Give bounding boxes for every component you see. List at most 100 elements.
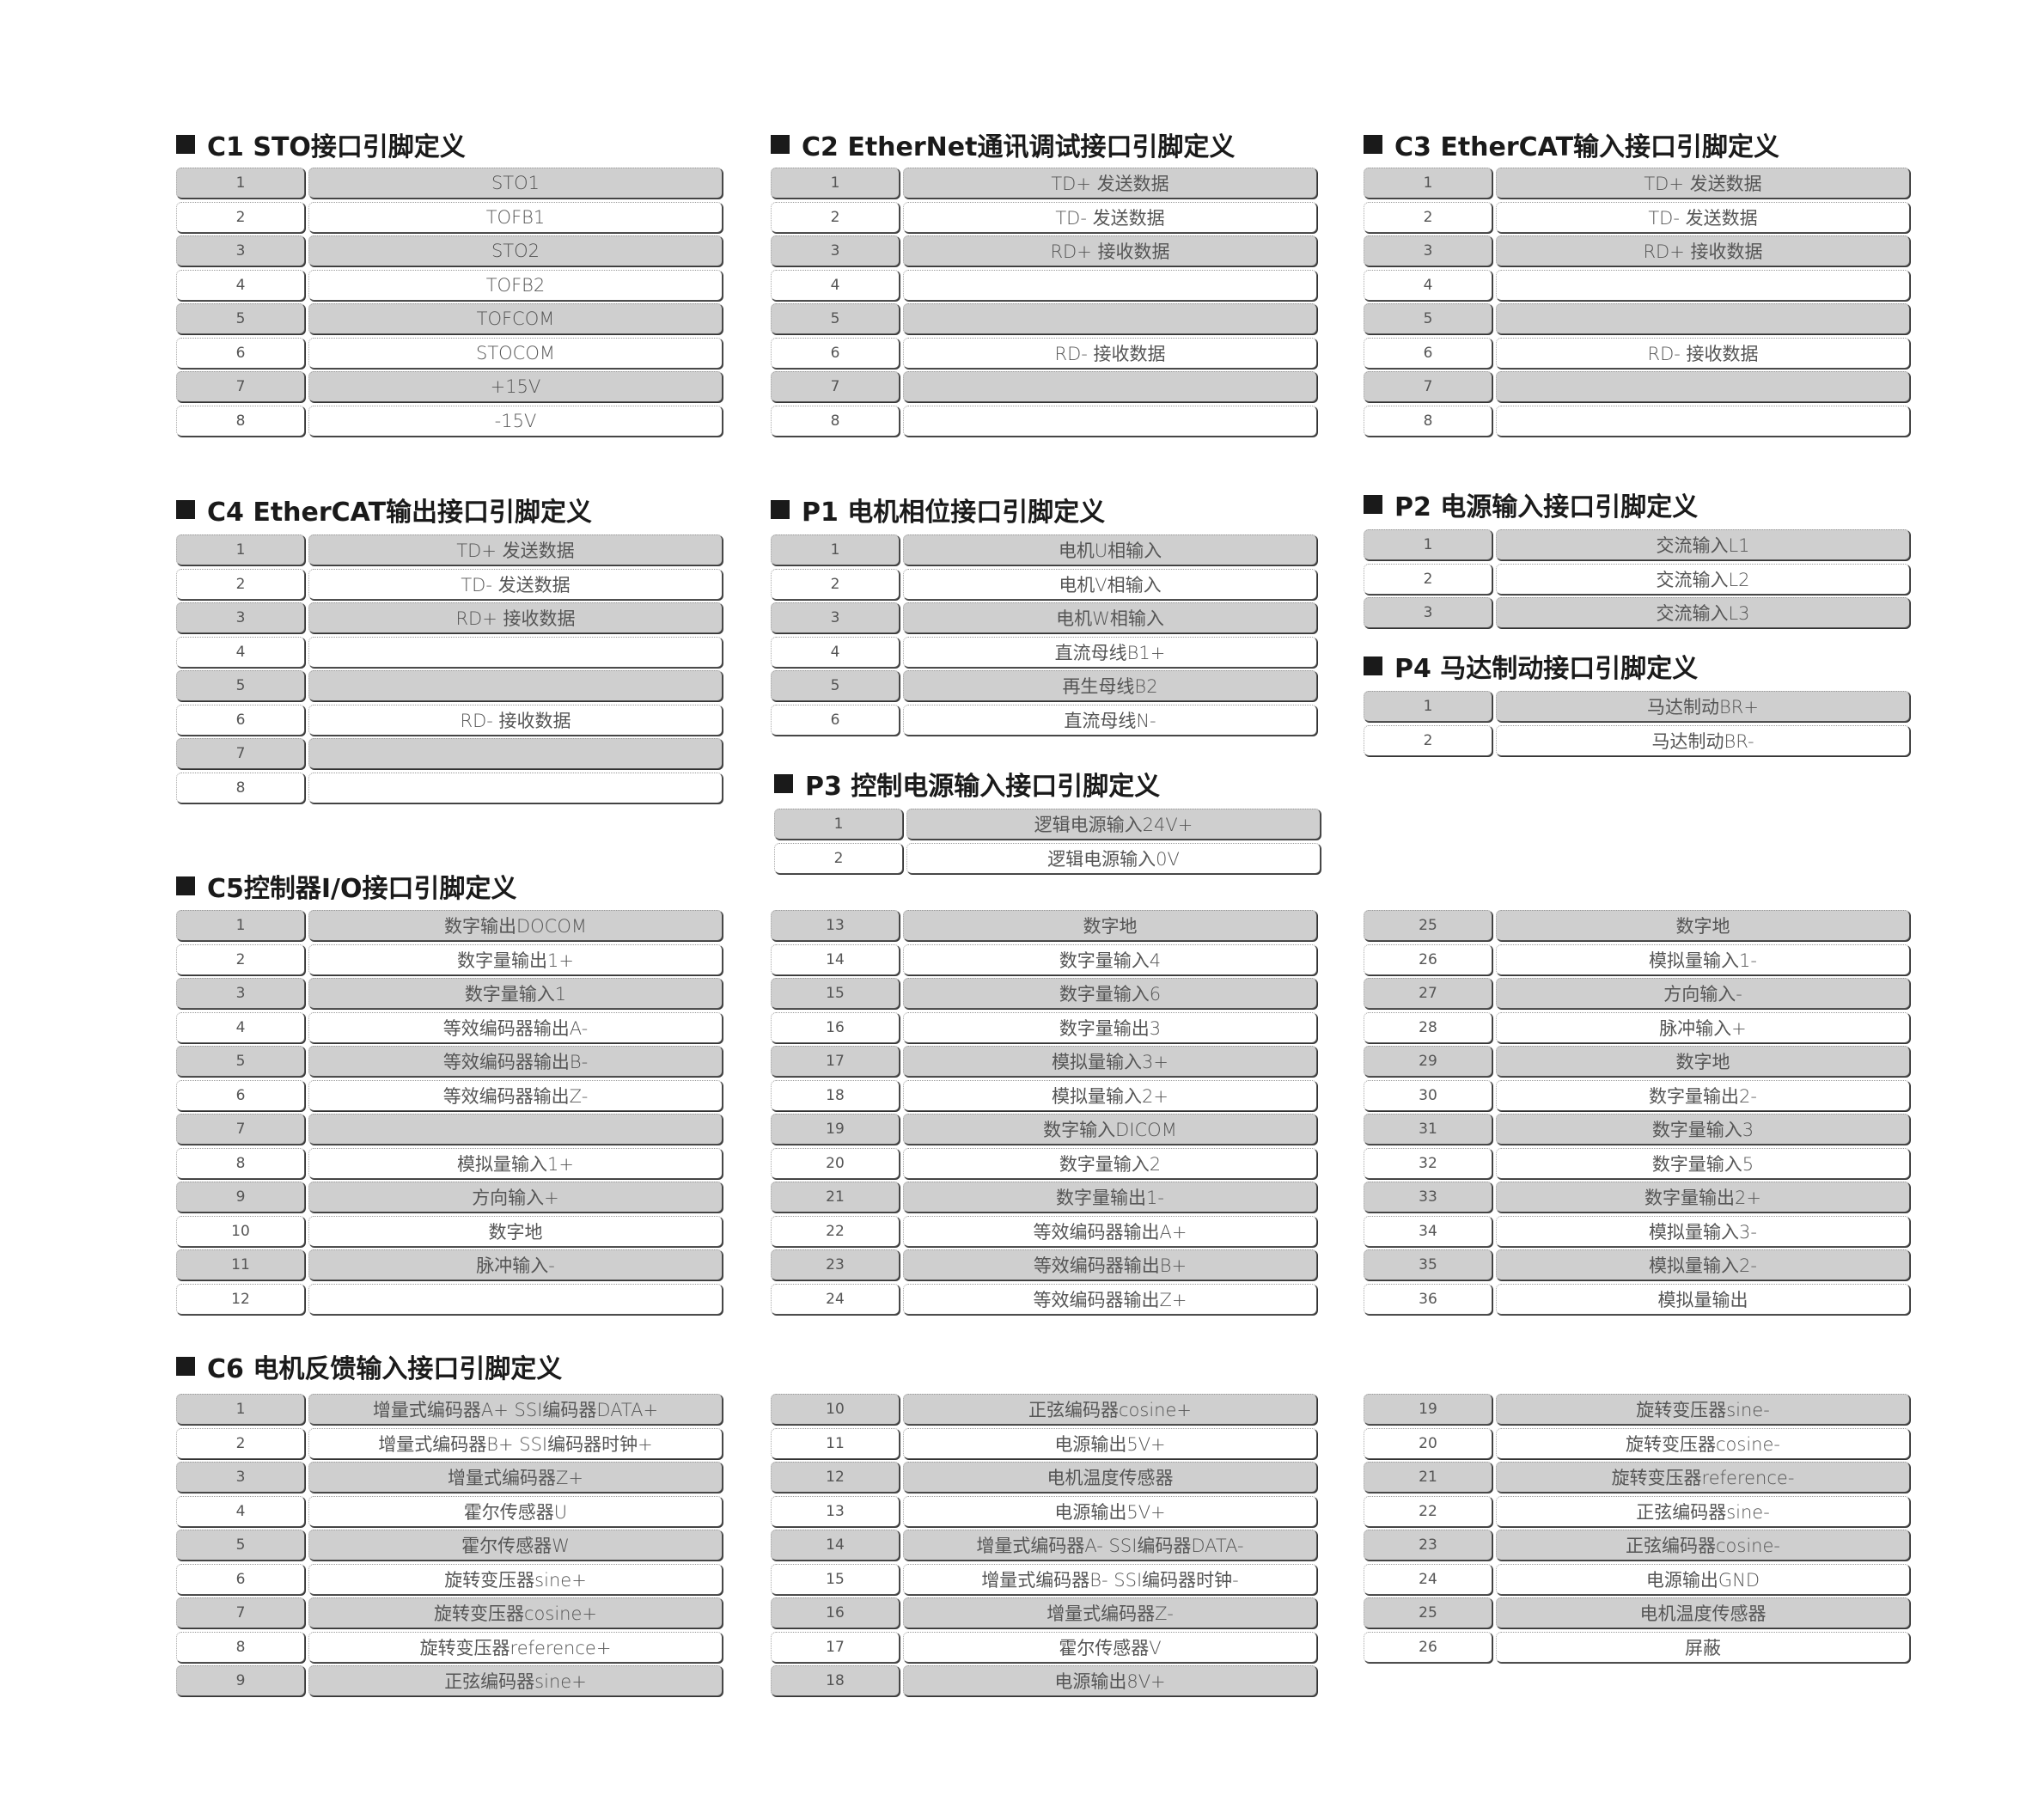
pin-number: 1 <box>176 168 305 198</box>
pin-definition: 再生母线B2 <box>903 670 1317 701</box>
pin-definition: 数字输出DOCOM <box>308 910 723 941</box>
pin-definition: 数字输入DICOM <box>903 1114 1317 1145</box>
pin-definition: 数字地 <box>308 1215 723 1247</box>
pin-number: 23 <box>771 1249 900 1280</box>
table-row: 3 增量式编码器Z+ <box>176 1462 723 1493</box>
pin-definition: 旋转变压器sine- <box>1496 1394 1910 1425</box>
table-row: 7 <box>771 371 1317 402</box>
table-row: 2 数字量输出1+ <box>176 944 723 975</box>
pin-definition <box>308 772 723 803</box>
table-row: 12 电机温度传感器 <box>771 1462 1317 1493</box>
pin-number: 1 <box>774 809 903 840</box>
title-text: C3 EtherCAT输入接口引脚定义 <box>1394 132 1780 162</box>
title-text: C2 EtherNet通讯调试接口引脚定义 <box>802 132 1236 162</box>
pin-definition: 等效编码器输出A- <box>308 1011 723 1043</box>
pin-number: 5 <box>176 1046 305 1077</box>
table-row: 13 电源输出5V+ <box>771 1495 1317 1527</box>
pin-number: 4 <box>771 269 900 301</box>
pin-definition: 马达制动BR+ <box>1496 691 1910 722</box>
pin-number: 2 <box>176 944 305 975</box>
pin-number: 2 <box>1364 201 1492 233</box>
table-row: 3 RD+ 接收数据 <box>1364 235 1910 266</box>
table-row: 7 旋转变压器cosine+ <box>176 1597 723 1628</box>
pin-number: 10 <box>771 1394 900 1425</box>
pin-number: 2 <box>1364 563 1492 595</box>
pin-definition: 等效编码器输出A+ <box>903 1215 1317 1247</box>
pin-number: 20 <box>771 1147 900 1179</box>
table-row: 22 正弦编码器sine- <box>1364 1495 1910 1527</box>
table-row: 24 电源输出GND <box>1364 1563 1910 1595</box>
table-row: 19 数字输入DICOM <box>771 1114 1317 1145</box>
pin-number: 3 <box>1364 235 1492 266</box>
title-text: P2 电源输入接口引脚定义 <box>1394 492 1699 522</box>
pin-definition: 等效编码器输出B+ <box>903 1249 1317 1280</box>
pin-definition: 旋转变压器cosine+ <box>308 1597 723 1628</box>
square-bullet-icon <box>176 500 195 519</box>
table-row: 7 <box>1364 371 1910 402</box>
table-row: 8 <box>1364 405 1910 437</box>
pin-number: 25 <box>1364 1597 1492 1628</box>
pin-definition <box>308 1283 723 1315</box>
pin-definition: 电机温度传感器 <box>903 1462 1317 1493</box>
pin-definition: STOCOM <box>308 337 723 369</box>
pin-definition: 方向输入+ <box>308 1182 723 1212</box>
pin-definition: TOFCOM <box>308 303 723 334</box>
pin-number: 7 <box>176 1114 305 1145</box>
square-bullet-icon <box>1364 495 1382 514</box>
pin-definition <box>1496 269 1910 301</box>
pin-number: 11 <box>771 1427 900 1459</box>
pin-number: 7 <box>176 738 305 769</box>
table-row: 1 TD+ 发送数据 <box>176 534 723 565</box>
pin-number: 3 <box>1364 597 1492 628</box>
pin-definition: 正弦编码器sine- <box>1496 1495 1910 1527</box>
pin-definition: 数字量输出2+ <box>1496 1182 1910 1212</box>
table-row: 31 数字量输入3 <box>1364 1114 1910 1145</box>
table-row: 1 STO1 <box>176 168 723 198</box>
pin-definition: 数字地 <box>1496 1046 1910 1077</box>
table-row: 36 模拟量输出 <box>1364 1283 1910 1315</box>
pin-definition: 模拟量输出 <box>1496 1283 1910 1315</box>
section-title-p1: P1 电机相位接口引脚定义 <box>771 491 1105 528</box>
pin-table-c4: 1 TD+ 发送数据 2 TD- 发送数据 3 RD+ 接收数据 4 5 6 RD- 接收数据 7 8 <box>176 534 723 806</box>
table-row: 5 等效编码器输出B- <box>176 1046 723 1077</box>
pin-definition: 数字量输出1- <box>903 1182 1317 1212</box>
title-text: P3 控制电源输入接口引脚定义 <box>805 772 1161 802</box>
pin-definition: 电机W相输入 <box>903 602 1317 633</box>
pin-definition: RD- 接收数据 <box>308 704 723 736</box>
pin-definition: 旋转变压器sine+ <box>308 1563 723 1595</box>
table-row: 34 模拟量输入3- <box>1364 1215 1910 1247</box>
table-row: 11 脉冲输入- <box>176 1249 723 1280</box>
table-row: 6 RD- 接收数据 <box>176 704 723 736</box>
pin-definition: RD- 接收数据 <box>1496 337 1910 369</box>
pin-number: 12 <box>176 1283 305 1315</box>
pin-number: 8 <box>1364 405 1492 437</box>
table-row: 14 数字量输入4 <box>771 944 1317 975</box>
table-row: 3 电机W相输入 <box>771 602 1317 633</box>
section-title-p3: P3 控制电源输入接口引脚定义 <box>774 765 1160 803</box>
pin-number: 4 <box>176 636 305 668</box>
table-row: 2 逻辑电源输入0V <box>774 842 1321 874</box>
table-row: 5 <box>176 670 723 701</box>
pin-definition: 增量式编码器A+ SSI编码器DATA+ <box>308 1394 723 1425</box>
table-row: 33 数字量输出2+ <box>1364 1182 1910 1212</box>
table-row: 1 逻辑电源输入24V+ <box>774 809 1321 840</box>
pin-number: 14 <box>771 944 900 975</box>
pin-number: 3 <box>176 602 305 633</box>
table-row: 2 交流输入L2 <box>1364 563 1910 595</box>
table-row: 9 正弦编码器sine+ <box>176 1665 723 1696</box>
pin-definition: 等效编码器输出B- <box>308 1046 723 1077</box>
pin-table-c3: 1 TD+ 发送数据 2 TD- 发送数据 3 RD+ 接收数据 4 5 6 RD- 接收数据 7 8 <box>1364 168 1910 439</box>
table-row: 18 电源输出8V+ <box>771 1665 1317 1696</box>
pin-definition: TD+ 发送数据 <box>903 168 1317 198</box>
pin-number: 8 <box>176 405 305 437</box>
table-row: 1 数字输出DOCOM <box>176 910 723 941</box>
pin-number: 5 <box>771 303 900 334</box>
pin-definition: +15V <box>308 371 723 402</box>
table-row: 5 再生母线B2 <box>771 670 1317 701</box>
pin-table-c5-part3: 25 数字地 26 模拟量输入1- 27 方向输入- 28 脉冲输入+ 29 数字地 30 数字量输出… <box>1364 910 1910 1317</box>
table-row: 5 TOFCOM <box>176 303 723 334</box>
table-row: 4 <box>1364 269 1910 301</box>
pin-number: 5 <box>176 1530 305 1560</box>
pin-definition: 数字量输入4 <box>903 944 1317 975</box>
title-text: C1 STO接口引脚定义 <box>207 132 466 162</box>
